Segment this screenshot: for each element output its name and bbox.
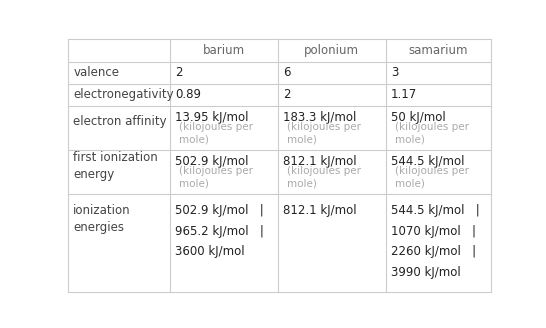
Text: 3600 kJ/mol: 3600 kJ/mol <box>175 245 245 258</box>
Text: polonium: polonium <box>304 44 359 57</box>
Text: 6: 6 <box>283 66 290 79</box>
Text: 13.95 kJ/mol: 13.95 kJ/mol <box>175 111 248 124</box>
Text: (kilojoules per
mole): (kilojoules per mole) <box>395 166 469 189</box>
Text: 502.9 kJ/mol   |: 502.9 kJ/mol | <box>175 204 264 217</box>
Text: 1.17: 1.17 <box>391 89 417 101</box>
Text: 2260 kJ/mol   |: 2260 kJ/mol | <box>391 245 476 258</box>
Text: 50 kJ/mol: 50 kJ/mol <box>391 111 446 124</box>
Text: valence: valence <box>73 66 120 79</box>
Text: 2: 2 <box>175 66 182 79</box>
Text: 502.9 kJ/mol: 502.9 kJ/mol <box>175 155 248 168</box>
Text: first ionization
energy: first ionization energy <box>73 151 158 181</box>
Text: 812.1 kJ/mol: 812.1 kJ/mol <box>283 204 357 217</box>
Text: 544.5 kJ/mol   |: 544.5 kJ/mol | <box>391 204 479 217</box>
Text: (kilojoules per
mole): (kilojoules per mole) <box>287 122 361 145</box>
Text: electronegativity: electronegativity <box>73 89 174 101</box>
Text: electron affinity: electron affinity <box>73 115 167 128</box>
Text: (kilojoules per
mole): (kilojoules per mole) <box>179 122 253 145</box>
Text: 2: 2 <box>283 89 290 101</box>
Text: barium: barium <box>203 44 245 57</box>
Text: (kilojoules per
mole): (kilojoules per mole) <box>395 122 469 145</box>
Text: (kilojoules per
mole): (kilojoules per mole) <box>179 166 253 189</box>
Text: 3990 kJ/mol: 3990 kJ/mol <box>391 266 460 278</box>
Text: samarium: samarium <box>409 44 468 57</box>
Text: 0.89: 0.89 <box>175 89 201 101</box>
Text: 3: 3 <box>391 66 398 79</box>
Text: 1070 kJ/mol   |: 1070 kJ/mol | <box>391 225 476 238</box>
Text: (kilojoules per
mole): (kilojoules per mole) <box>287 166 361 189</box>
Text: 812.1 kJ/mol: 812.1 kJ/mol <box>283 155 357 168</box>
Text: 965.2 kJ/mol   |: 965.2 kJ/mol | <box>175 225 264 238</box>
Text: 544.5 kJ/mol: 544.5 kJ/mol <box>391 155 464 168</box>
Text: 183.3 kJ/mol: 183.3 kJ/mol <box>283 111 356 124</box>
Text: ionization
energies: ionization energies <box>73 204 131 234</box>
